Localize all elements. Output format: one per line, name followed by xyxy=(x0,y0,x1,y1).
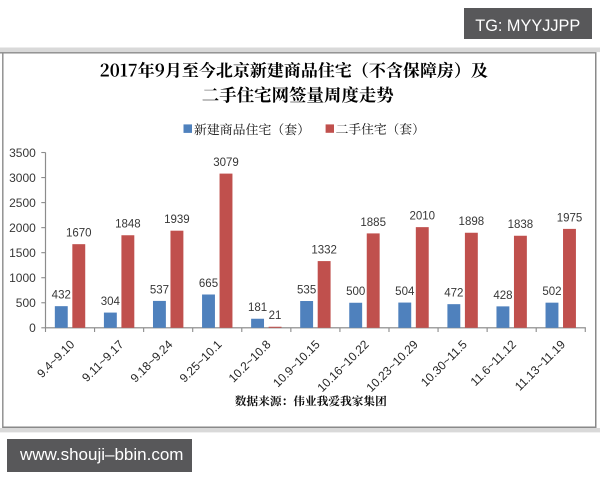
svg-text:504: 504 xyxy=(395,286,415,298)
svg-text:10.2~10.8: 10.2~10.8 xyxy=(226,337,274,385)
svg-text:21: 21 xyxy=(269,310,282,322)
svg-text:11.6~11.12: 11.6~11.12 xyxy=(468,337,520,389)
svg-text:1885: 1885 xyxy=(360,217,386,229)
svg-text:3079: 3079 xyxy=(213,157,239,169)
svg-text:0: 0 xyxy=(29,321,36,335)
svg-text:304: 304 xyxy=(101,296,121,308)
svg-text:9.25~10.1: 9.25~10.1 xyxy=(177,337,225,385)
svg-text:10.23~10.29: 10.23~10.29 xyxy=(364,337,422,395)
svg-text:9.4~9.10: 9.4~9.10 xyxy=(34,337,77,380)
svg-text:181: 181 xyxy=(248,302,267,314)
svg-text:432: 432 xyxy=(52,290,71,302)
svg-text:472: 472 xyxy=(444,288,463,300)
svg-text:428: 428 xyxy=(493,290,512,302)
svg-text:2010: 2010 xyxy=(409,211,435,223)
svg-text:665: 665 xyxy=(199,278,218,290)
svg-text:9.11~9.17: 9.11~9.17 xyxy=(79,337,126,384)
svg-text:500: 500 xyxy=(16,296,36,310)
svg-text:1838: 1838 xyxy=(508,219,534,231)
svg-text:10.16~10.22: 10.16~10.22 xyxy=(314,337,372,395)
svg-text:3500: 3500 xyxy=(9,146,36,160)
svg-text:1332: 1332 xyxy=(311,244,337,256)
svg-text:500: 500 xyxy=(346,286,365,298)
svg-text:11.13~11.19: 11.13~11.19 xyxy=(512,337,568,393)
svg-text:9.18~9.24: 9.18~9.24 xyxy=(128,337,176,385)
svg-text:1939: 1939 xyxy=(164,214,190,226)
svg-text:1848: 1848 xyxy=(115,219,141,231)
svg-text:502: 502 xyxy=(542,286,561,298)
svg-text:1000: 1000 xyxy=(9,271,36,285)
svg-text:1670: 1670 xyxy=(66,228,92,240)
svg-text:2500: 2500 xyxy=(9,196,36,210)
svg-text:1975: 1975 xyxy=(557,212,583,224)
svg-text:1898: 1898 xyxy=(459,216,485,228)
svg-text:3000: 3000 xyxy=(9,171,36,185)
svg-text:535: 535 xyxy=(297,284,316,296)
svg-text:2000: 2000 xyxy=(9,221,36,235)
svg-text:1500: 1500 xyxy=(9,246,36,260)
svg-text:10.30~11.5: 10.30~11.5 xyxy=(418,337,470,389)
svg-text:10.9~10.15: 10.9~10.15 xyxy=(270,337,323,390)
svg-text:537: 537 xyxy=(150,284,169,296)
